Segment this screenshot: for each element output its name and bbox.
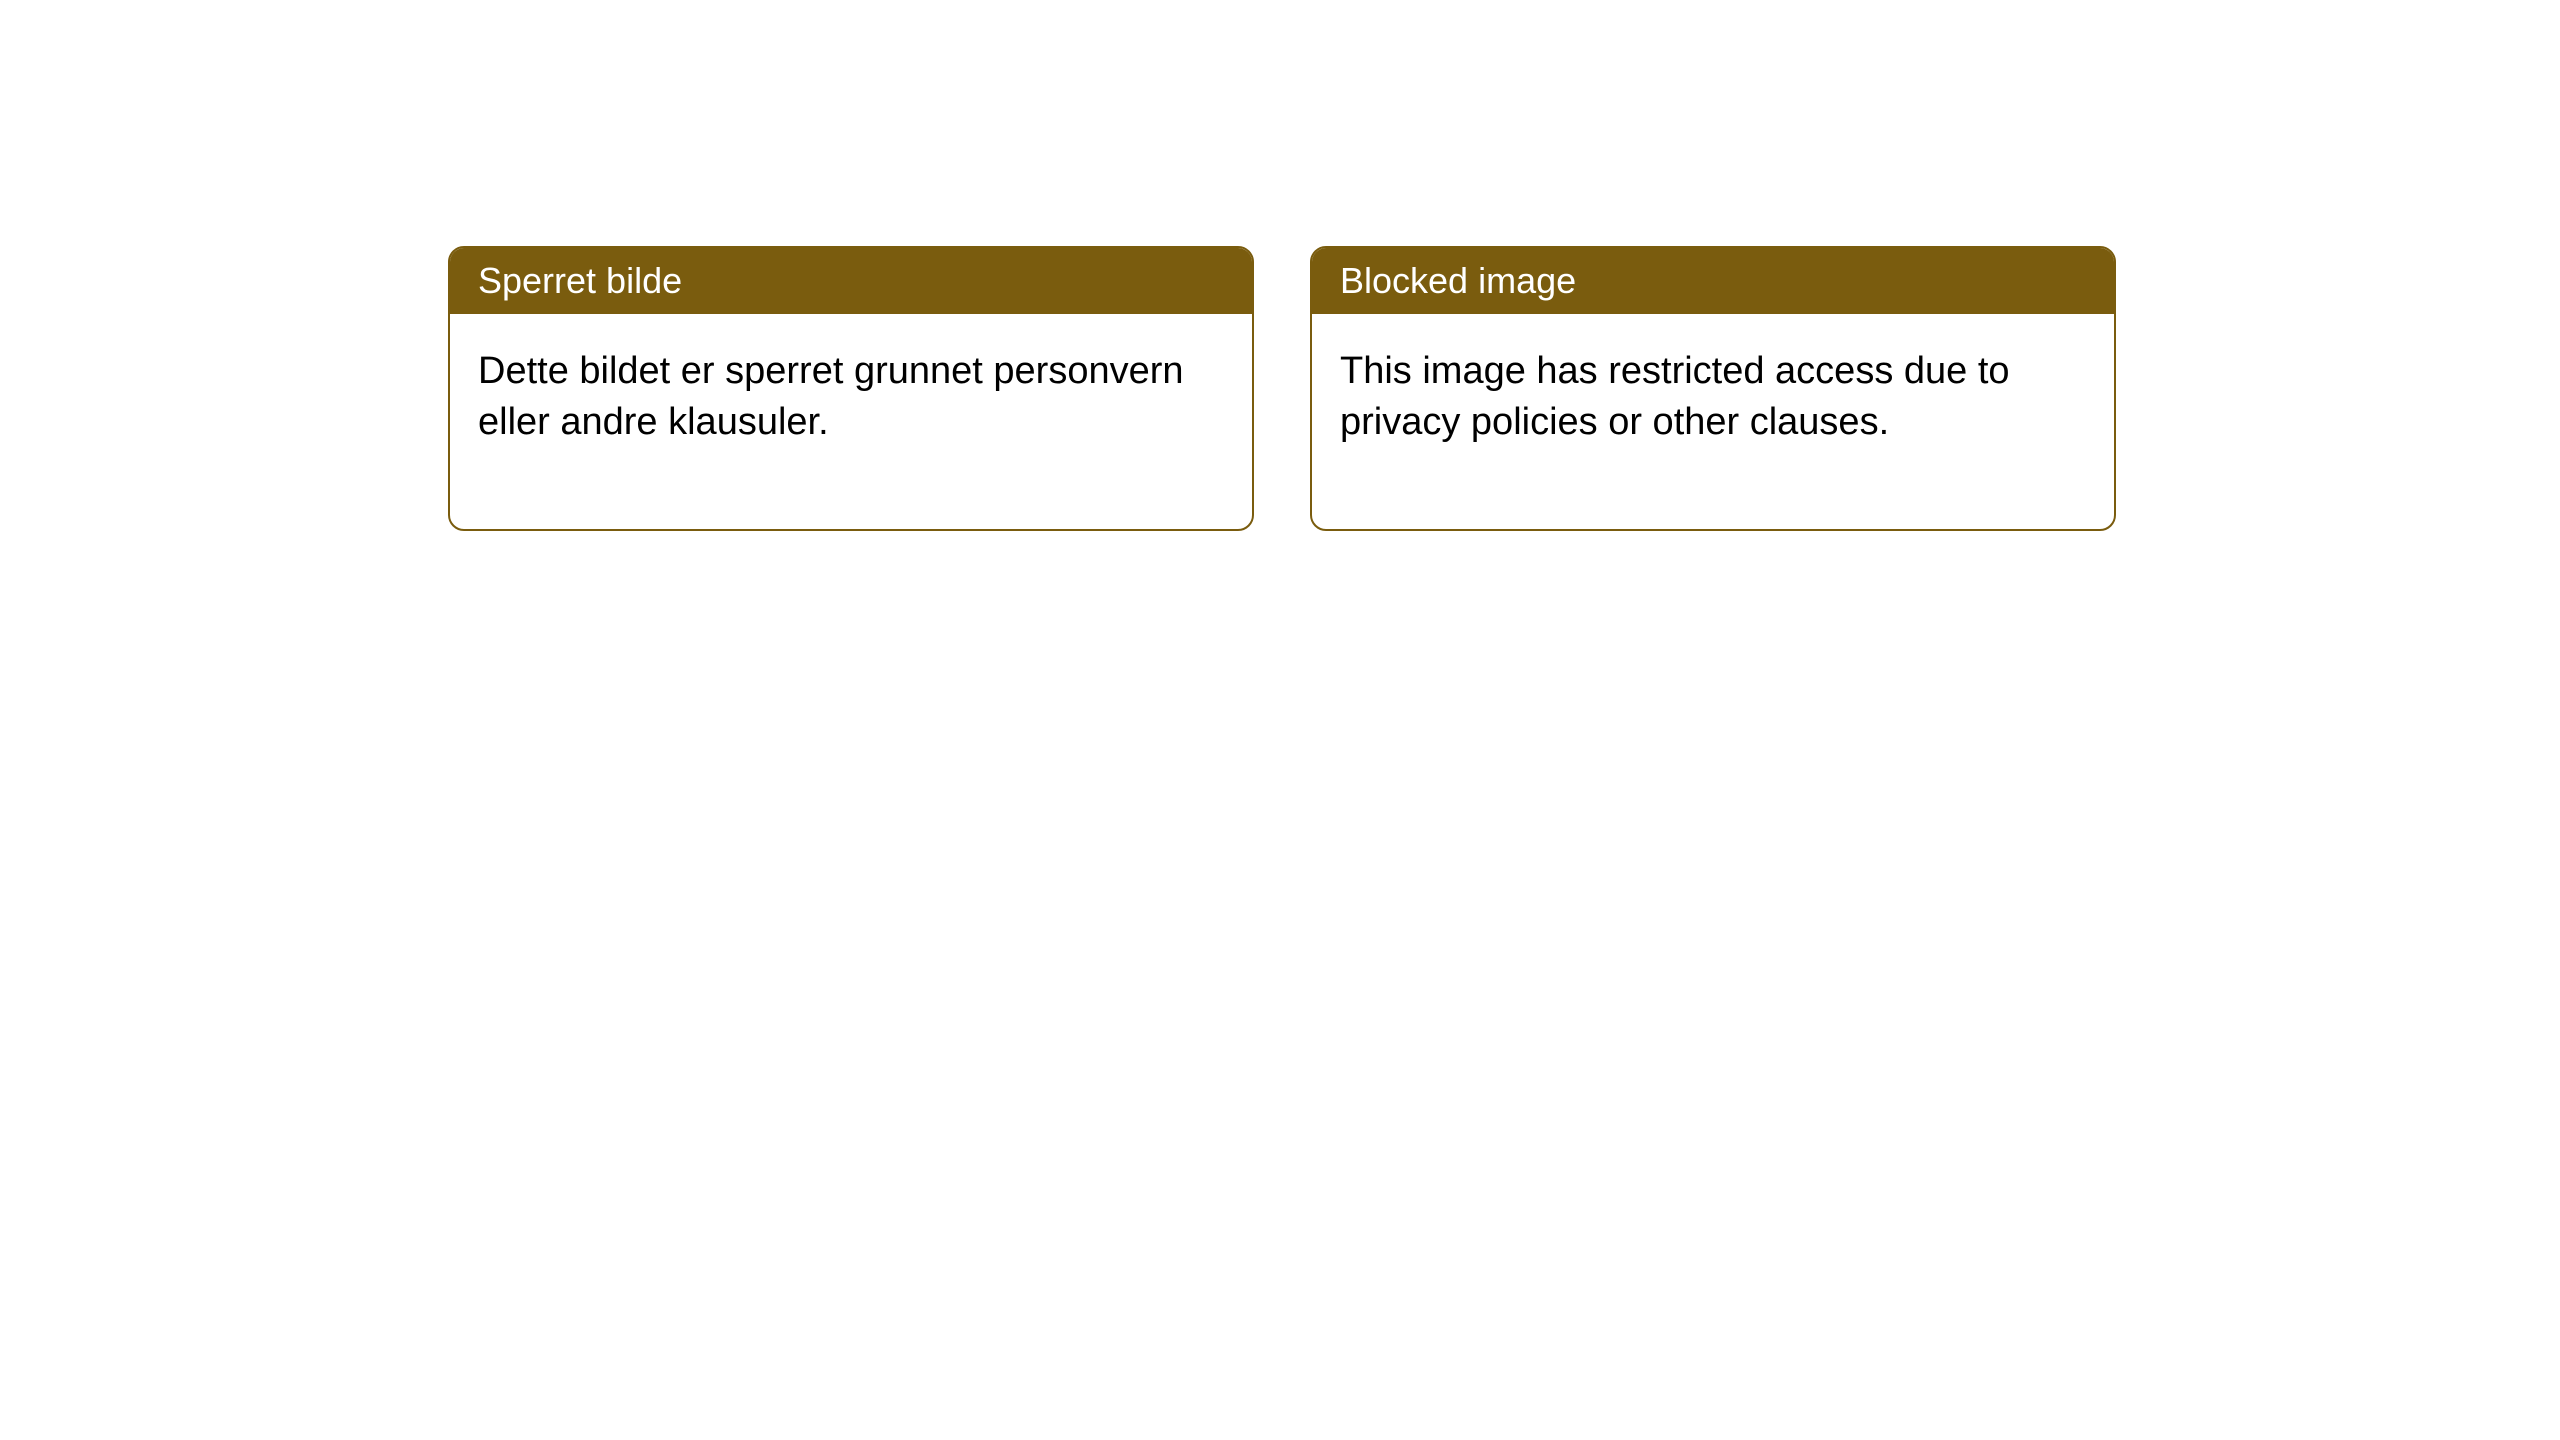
notice-header-english: Blocked image [1312,248,2114,314]
notice-body-norwegian: Dette bildet er sperret grunnet personve… [450,314,1252,529]
notice-body-english: This image has restricted access due to … [1312,314,2114,529]
notice-card-norwegian: Sperret bilde Dette bildet er sperret gr… [448,246,1254,531]
notice-container: Sperret bilde Dette bildet er sperret gr… [448,246,2116,531]
notice-card-english: Blocked image This image has restricted … [1310,246,2116,531]
notice-header-norwegian: Sperret bilde [450,248,1252,314]
